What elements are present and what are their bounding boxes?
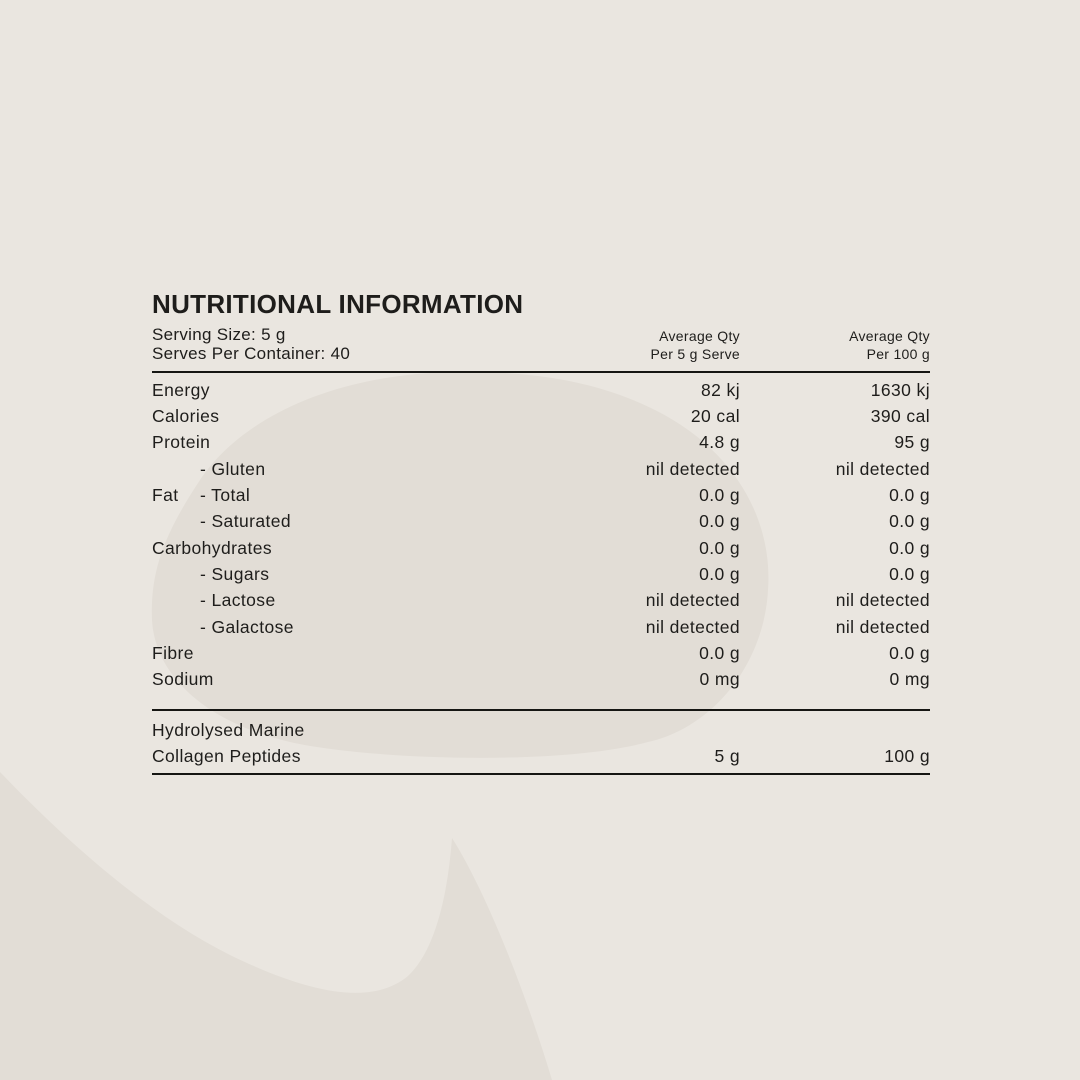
row-value-per-serve: nil detected (645, 458, 740, 479)
row-value-per-100g: 0.0 g (889, 485, 930, 506)
row-prefix: Fat (152, 485, 179, 506)
row-value-per-serve: 20 cal (690, 406, 740, 427)
row-value-per-serve: 0 mg (699, 669, 740, 690)
row-label: Sodium (152, 669, 214, 690)
column-header-per-100g-line2: Per 100 g (866, 346, 930, 362)
row-value-per-100g: nil detected (835, 616, 930, 637)
table-footer-row: Hydrolysed Marine Collagen Peptides 5 g 1… (152, 711, 930, 773)
row-label: - Gluten (200, 458, 266, 479)
row-value-per-serve: 0.0 g (699, 643, 740, 664)
row-value-per-serve: 82 kj (701, 379, 740, 400)
table-header: Serving Size: 5 g Serves Per Container: … (152, 325, 930, 363)
table-row: Fat - Total 0.0 g 0.0 g (152, 482, 930, 508)
row-value-per-100g: 0.0 g (889, 643, 930, 664)
footer-value-per-100g: 100 g (884, 746, 930, 767)
row-label: - Saturated (200, 511, 291, 532)
row-label: Carbohydrates (152, 537, 272, 558)
row-value-per-100g: 95 g (894, 432, 930, 453)
row-label: - Galactose (200, 616, 294, 637)
table-row: Calories 20 cal 390 cal (152, 403, 930, 429)
row-label: Energy (152, 379, 210, 400)
row-value-per-serve: 0.0 g (699, 511, 740, 532)
nutrition-panel: NUTRITIONAL INFORMATION Serving Size: 5 … (152, 289, 930, 776)
footer-label: Hydrolysed Marine Collagen Peptides (152, 717, 540, 769)
table-row: Protein 4.8 g 95 g (152, 430, 930, 456)
row-value-per-100g: nil detected (835, 590, 930, 611)
footer-label-line2: Collagen Peptides (152, 746, 301, 767)
row-value-per-100g: 0.0 g (889, 564, 930, 585)
row-label: Protein (152, 432, 211, 453)
footer-value-per-serve: 5 g (714, 746, 740, 767)
row-value-per-100g: 0.0 g (889, 511, 930, 532)
table-row: - Saturated 0.0 g 0.0 g (152, 509, 930, 535)
row-value-per-100g: 390 cal (870, 406, 930, 427)
serves-per-container-label: Serves Per Container: 40 (152, 344, 351, 363)
row-value-per-serve: 0.0 g (699, 537, 740, 558)
column-header-per-100g: Average Qty Per 100 g (740, 327, 930, 363)
row-value-per-serve: 0.0 g (699, 564, 740, 585)
column-header-per-100g-line1: Average Qty (849, 328, 930, 344)
table-row: - Galactose nil detected nil detected (152, 614, 930, 640)
row-label: Calories (152, 406, 220, 427)
row-value-per-serve: nil detected (645, 590, 740, 611)
row-value-per-serve: 4.8 g (699, 432, 740, 453)
row-label: - Total (200, 485, 251, 506)
table-row: Carbohydrates 0.0 g 0.0 g (152, 535, 930, 561)
row-label: - Sugars (200, 564, 270, 585)
rule-middle (152, 709, 930, 712)
rule-bottom (152, 773, 930, 776)
column-header-per-serve: Average Qty Per 5 g Serve (540, 327, 740, 363)
table-body: Energy 82 kj 1630 kj Calories 20 cal 390… (152, 373, 930, 693)
row-value-per-100g: 0.0 g (889, 537, 930, 558)
table-row: - Gluten nil detected nil detected (152, 456, 930, 482)
row-label: - Lactose (200, 590, 276, 611)
column-header-per-serve-line1: Average Qty (659, 328, 740, 344)
table-row: - Lactose nil detected nil detected (152, 588, 930, 614)
serving-size-label: Serving Size: 5 g (152, 325, 286, 344)
table-row: Sodium 0 mg 0 mg (152, 667, 930, 693)
table-row: Energy 82 kj 1630 kj (152, 377, 930, 403)
row-value-per-serve: 0.0 g (699, 485, 740, 506)
rule-top (152, 371, 930, 373)
bottom-left-crescent-shape (0, 772, 552, 1080)
row-value-per-100g: 0 mg (889, 669, 930, 690)
table-row: Fibre 0.0 g 0.0 g (152, 640, 930, 666)
column-header-per-serve-line2: Per 5 g Serve (650, 346, 740, 362)
panel-title: NUTRITIONAL INFORMATION (152, 289, 524, 319)
row-value-per-100g: 1630 kj (870, 379, 930, 400)
serving-info: Serving Size: 5 g Serves Per Container: … (152, 325, 540, 363)
row-label: Fibre (152, 643, 194, 664)
center-blob-shape (151, 371, 769, 758)
row-value-per-100g: nil detected (835, 458, 930, 479)
row-value-per-serve: nil detected (645, 616, 740, 637)
table-row: - Sugars 0.0 g 0.0 g (152, 561, 930, 587)
footer-label-line1: Hydrolysed Marine (152, 720, 305, 741)
